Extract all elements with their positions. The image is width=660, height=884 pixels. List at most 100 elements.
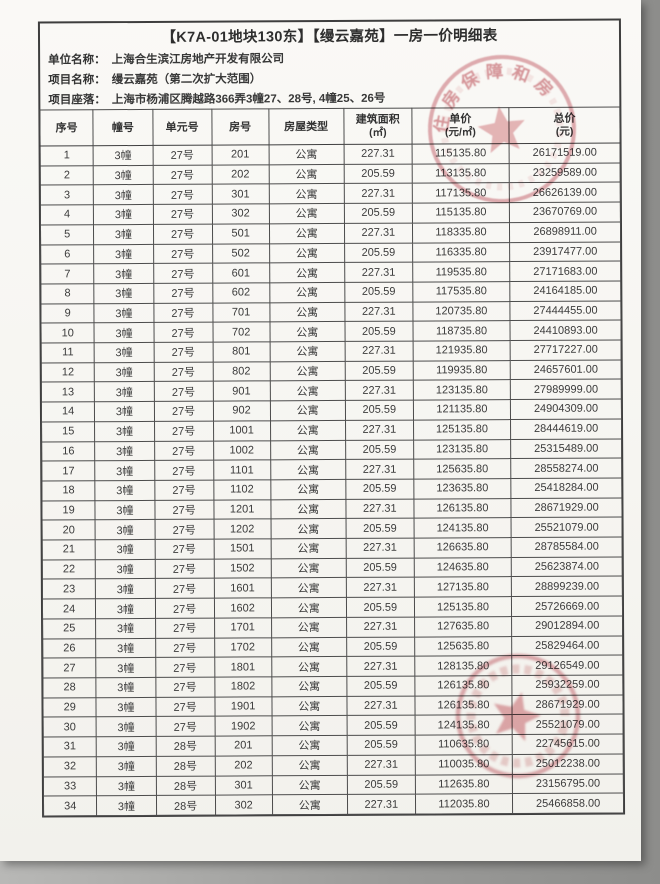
table-cell: 公寓: [270, 518, 347, 539]
price-table-header: 序号 幢号 单元号 房号 房屋类型 建筑面积 (㎡) 单价 (元/㎡) 总价 (元): [39, 106, 621, 147]
table-cell: 3幢: [93, 145, 153, 166]
table-cell: 117535.80: [412, 281, 511, 302]
table-cell: 公寓: [271, 794, 348, 815]
table-cell: 112635.80: [415, 774, 513, 795]
table-cell: 2: [40, 165, 94, 186]
table-cell: 3幢: [96, 795, 157, 816]
table-cell: 22745615.00: [512, 734, 624, 755]
table-cell: 227.31: [343, 144, 412, 165]
table-cell: 30: [43, 717, 97, 738]
table-cell: 27号: [154, 558, 215, 579]
table-cell: 27号: [153, 243, 213, 264]
table-cell: 124135.80: [414, 714, 513, 736]
table-cell: 15: [41, 421, 95, 442]
table-cell: 126135.80: [414, 695, 513, 716]
column-header: 单价 (元/㎡): [411, 107, 510, 145]
table-cell: 27号: [153, 322, 213, 343]
table-cell: 13: [41, 382, 95, 403]
table-cell: 1901: [214, 696, 272, 717]
table-cell: 126635.80: [413, 537, 512, 558]
column-header: 单元号: [152, 109, 212, 146]
table-cell: 26171519.00: [509, 142, 621, 164]
table-cell: 公寓: [268, 223, 345, 244]
table-cell: 23917477.00: [509, 241, 621, 262]
info-label: 项目名称：: [48, 74, 106, 87]
table-cell: 802: [212, 361, 270, 382]
table-cell: 205.59: [345, 400, 414, 421]
table-cell: 116335.80: [412, 242, 510, 263]
info-value: 缦云嘉苑（第二次扩大范围）: [111, 73, 262, 87]
table-cell: 118335.80: [412, 222, 510, 243]
table-cell: 124135.80: [413, 517, 512, 539]
table-cell: 227.31: [345, 498, 414, 519]
table-cell: 公寓: [271, 735, 348, 756]
table-cell: 118735.80: [412, 320, 511, 342]
table-cell: 1701: [214, 617, 272, 638]
table-cell: 28号: [155, 775, 216, 796]
table-cell: 25466858.00: [512, 793, 624, 814]
table-cell: 23156795.00: [512, 773, 624, 794]
table-cell: 32: [43, 756, 97, 777]
table-cell: 501: [212, 223, 270, 244]
table-cell: 公寓: [271, 715, 348, 736]
table-cell: 公寓: [270, 420, 346, 441]
table-cell: 3幢: [95, 578, 155, 599]
table-cell: 公寓: [269, 321, 345, 342]
table-cell: 1102: [213, 479, 271, 500]
table-cell: 25521079.00: [511, 517, 623, 538]
table-cell: 125135.80: [414, 596, 512, 617]
table-cell: 27号: [152, 164, 212, 185]
table-cell: 6: [40, 244, 95, 265]
table-cell: 公寓: [271, 637, 347, 658]
table-cell: 1802: [214, 676, 272, 697]
table-cell: 110035.80: [415, 754, 513, 775]
table-cell: 3幢: [96, 775, 156, 796]
table-cell: 27号: [155, 637, 215, 658]
table-cell: 29: [42, 697, 97, 718]
table-cell: 17: [41, 460, 96, 481]
column-header: 总价 (元): [509, 106, 621, 144]
table-cell: 14: [41, 401, 95, 422]
info-label: 单位名称：: [48, 54, 106, 67]
table-cell: 28671929.00: [512, 694, 624, 715]
table-cell: 301: [215, 775, 272, 796]
table-cell: 27号: [155, 696, 215, 717]
table-cell: 3幢: [95, 618, 156, 639]
table-cell: 16: [41, 441, 96, 462]
table-cell: 3幢: [94, 401, 155, 422]
table-cell: 3幢: [95, 559, 155, 580]
table-cell: 公寓: [270, 558, 347, 579]
document-info: 单位名称： 上海合生滨江房地产开发有限公司 项目名称： 缦云嘉苑（第二次扩大范围） …: [40, 47, 619, 110]
table-cell: 公寓: [269, 380, 346, 401]
table-cell: 公寓: [270, 479, 346, 500]
table-cell: 205.59: [347, 735, 416, 756]
table-cell: 19: [41, 500, 96, 521]
table-cell: 1602: [214, 597, 272, 618]
table-cell: 202: [214, 755, 272, 776]
table-cell: 公寓: [269, 302, 345, 323]
table-cell: 3幢: [96, 736, 156, 757]
table-cell: 公寓: [270, 499, 346, 520]
table-cell: 27171683.00: [509, 261, 621, 282]
table-cell: 1202: [213, 519, 271, 540]
table-cell: 127635.80: [414, 616, 512, 637]
table-cell: 3幢: [94, 263, 154, 284]
table-cell: 11: [41, 342, 95, 363]
table-cell: 7: [40, 263, 95, 284]
table-cell: 1601: [214, 578, 271, 599]
table-cell: 27号: [155, 617, 215, 639]
table-cell: 23: [42, 579, 96, 600]
table-cell: 27号: [153, 283, 213, 304]
table-cell: 1002: [213, 440, 271, 461]
table-cell: 227.31: [344, 183, 413, 204]
table-cell: 27号: [154, 420, 214, 441]
table-cell: 1702: [214, 637, 272, 658]
table-cell: 27号: [152, 223, 213, 244]
table-cell: 公寓: [269, 400, 346, 421]
table-cell: 27: [42, 658, 97, 678]
table-cell: 22: [42, 559, 96, 580]
table-cell: 3幢: [95, 500, 155, 521]
table-cell: 1001: [213, 420, 271, 441]
table-cell: 25726669.00: [511, 596, 623, 617]
table-cell: 27号: [155, 716, 215, 737]
